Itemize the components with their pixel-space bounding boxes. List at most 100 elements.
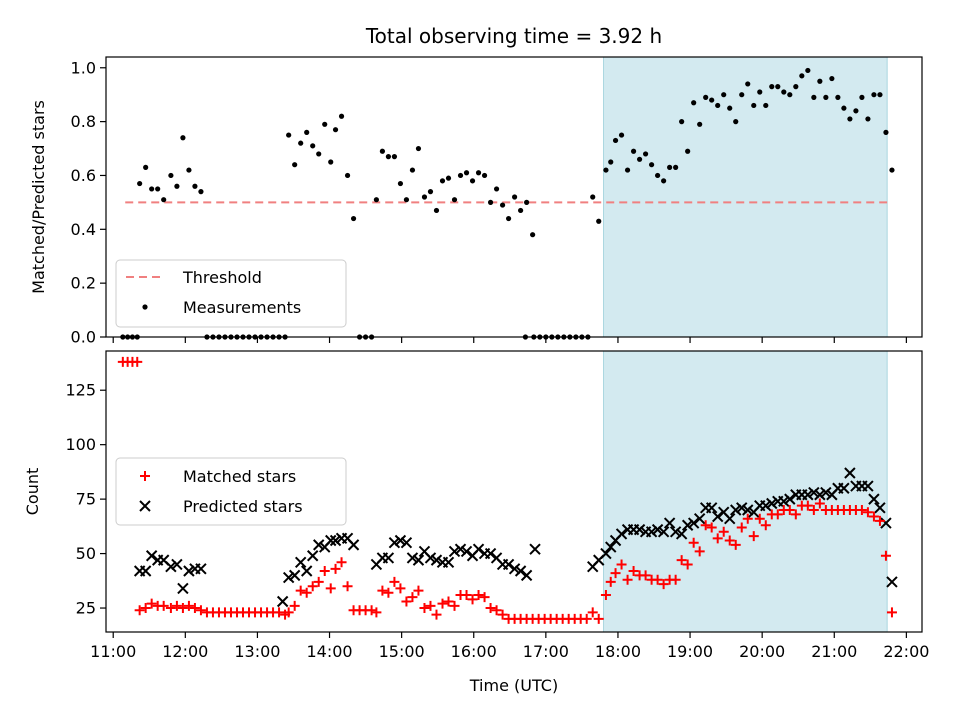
x-tick-label: 13:00 — [234, 642, 280, 661]
measurement-point — [530, 232, 536, 238]
y-tick-label: 75 — [76, 490, 96, 509]
measurement-point — [344, 172, 351, 179]
predicted-star-point — [282, 571, 295, 584]
measurement-point — [608, 159, 614, 165]
measurement-point — [332, 127, 339, 133]
predicted-star-point — [600, 547, 612, 560]
measurement-point — [192, 183, 198, 189]
predicted-star-point — [406, 552, 419, 564]
legend-measurements-swatch — [142, 304, 148, 310]
bottom-legend: Matched stars Predicted stars — [115, 457, 347, 526]
y-tick-label: 125 — [65, 381, 96, 400]
predicted-star-point — [711, 510, 724, 523]
predicted-star-point — [448, 545, 461, 558]
measurement-point — [493, 186, 500, 192]
measurement-point — [751, 102, 757, 109]
predicted-star-point — [645, 526, 658, 538]
top-y-ticks: 0.0 0.2 0.4 0.6 0.8 1.0 — [71, 58, 106, 347]
matched-star-point — [581, 613, 592, 624]
matched-star-point — [748, 531, 759, 542]
measurement-point — [385, 154, 392, 160]
matched-star-point — [706, 522, 717, 533]
predicted-star-point — [460, 545, 473, 558]
top-axes-frame — [105, 56, 923, 338]
matched-star-point — [189, 603, 200, 614]
predicted-star-point — [183, 565, 195, 577]
y-tick-label: 0.0 — [71, 328, 96, 347]
measurement-point — [143, 164, 149, 170]
measurement-point — [739, 92, 745, 98]
predicted-star-point — [165, 560, 177, 573]
measurement-point — [685, 148, 691, 154]
matched-star-point — [658, 579, 669, 590]
measurement-point — [667, 164, 673, 170]
measurement-point — [518, 207, 524, 214]
measurement-point — [793, 84, 799, 90]
predicted-star-point — [663, 517, 676, 529]
predicted-star-point — [294, 556, 307, 569]
x-tick-label: 17:00 — [523, 642, 569, 661]
matched-star-point — [622, 574, 633, 585]
measurement-point — [823, 94, 829, 100]
measurement-point — [673, 164, 679, 170]
measurement-point — [310, 143, 316, 149]
measurement-point — [877, 92, 883, 98]
y-tick-label: 1.0 — [71, 58, 96, 77]
measurement-point — [298, 140, 304, 146]
matched-star-point — [132, 356, 143, 367]
measurement-point — [186, 167, 192, 173]
predicted-star-point — [724, 513, 736, 525]
matched-star-point — [377, 585, 388, 596]
predicted-star-point — [472, 543, 485, 555]
measurement-point — [853, 108, 859, 114]
predicted-star-point — [874, 502, 886, 514]
matched-star-point — [383, 587, 394, 598]
measurement-point — [787, 92, 793, 98]
predicted-star-point — [508, 563, 521, 575]
measurement-point — [883, 129, 889, 135]
predicted-star-point — [514, 565, 527, 577]
y-tick-label: 25 — [76, 599, 96, 618]
predicted-star-point — [195, 563, 207, 575]
measurement-point — [481, 172, 488, 179]
measurement-point — [475, 170, 482, 176]
y-tick-label: 0.6 — [71, 166, 96, 185]
predicted-star-point — [705, 502, 718, 514]
matched-star-point — [700, 520, 711, 531]
measurement-point — [697, 121, 703, 127]
matched-star-point — [449, 600, 460, 611]
matched-star-point — [319, 566, 330, 577]
predicted-star-point — [886, 576, 898, 588]
matched-star-point — [862, 507, 873, 518]
predicted-star-point — [669, 526, 682, 538]
measurement-point — [649, 162, 655, 168]
legend-predicted-label: Predicted stars — [183, 497, 303, 516]
matched-star-point — [587, 607, 598, 618]
predicted-star-point — [615, 528, 628, 540]
matched-star-point — [289, 600, 300, 611]
measurement-point — [180, 135, 186, 141]
matched-star-point — [856, 505, 867, 516]
matched-star-point — [467, 594, 478, 605]
matched-star-point — [461, 589, 472, 600]
matched-star-point — [880, 550, 891, 561]
legend-measurements-label: Measurements — [183, 298, 301, 317]
matched-star-point — [171, 600, 182, 611]
measurement-point — [524, 199, 530, 205]
measurement-point — [642, 151, 649, 157]
measurement-point — [703, 94, 709, 100]
y-tick-label: 100 — [65, 435, 96, 454]
predicted-star-point — [605, 541, 617, 553]
measurement-point — [403, 197, 410, 203]
measurement-point — [397, 180, 404, 187]
predicted-star-point — [520, 569, 533, 582]
predicted-star-point — [838, 482, 850, 494]
measurement-point — [322, 121, 328, 127]
x-tick-label: 14:00 — [306, 642, 352, 661]
matched-star-point — [342, 581, 353, 592]
matched-star-point — [886, 607, 897, 618]
measurement-point — [691, 100, 697, 106]
matched-star-point — [443, 596, 454, 607]
predicted-star-point — [300, 565, 313, 577]
